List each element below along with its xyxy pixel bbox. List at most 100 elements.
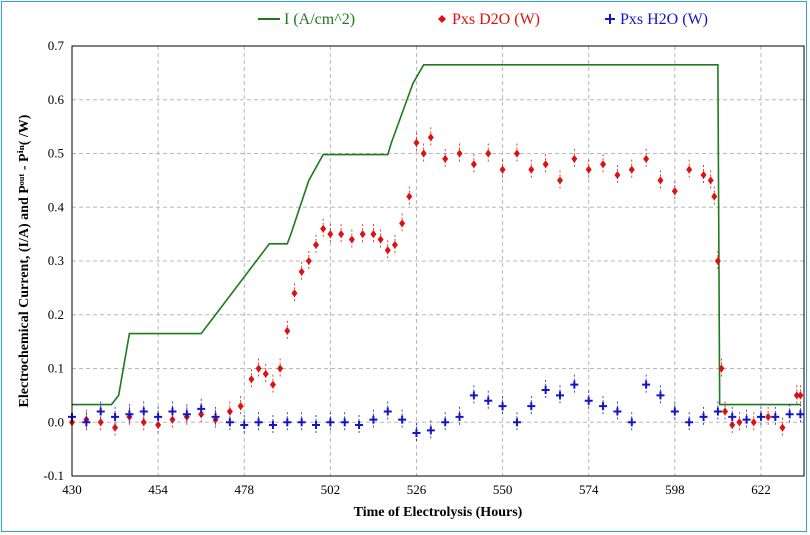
data-point xyxy=(656,391,665,400)
data-point xyxy=(305,257,312,265)
data-point xyxy=(556,391,564,400)
data-point xyxy=(628,165,635,174)
data-point xyxy=(384,246,391,255)
data-point xyxy=(484,396,493,405)
data-point xyxy=(686,165,693,174)
data-point xyxy=(441,418,450,427)
data-point xyxy=(796,410,805,419)
data-point xyxy=(779,423,786,432)
y-tick-label: 0.5 xyxy=(48,146,64,161)
y-tick-label: 0.1 xyxy=(48,361,64,376)
data-point xyxy=(82,418,91,427)
data-point xyxy=(585,165,592,174)
data-point xyxy=(125,410,134,419)
data-point xyxy=(671,187,678,196)
tick-labels: 430 454 478 502 526 550 574 598 622 -0.1 0.0 0.1 0.2… xyxy=(43,38,770,497)
data-point xyxy=(570,380,579,389)
data-point xyxy=(557,176,563,185)
x-tick-label: 598 xyxy=(665,482,685,497)
legend-swatch xyxy=(438,15,446,23)
x-tick-label: 478 xyxy=(234,482,254,497)
data-point xyxy=(155,420,162,429)
data-point xyxy=(420,149,427,158)
data-point xyxy=(470,160,477,169)
data-point xyxy=(225,418,234,427)
data-point xyxy=(97,418,104,427)
data-point xyxy=(370,230,377,239)
data-point xyxy=(584,396,593,405)
data-point xyxy=(793,391,800,400)
data-point xyxy=(313,240,319,249)
y-tick-label: 0.6 xyxy=(48,92,65,107)
data-point xyxy=(169,415,176,424)
y-tick-label: 0.2 xyxy=(48,307,64,322)
data-point xyxy=(348,235,355,244)
data-point xyxy=(736,418,743,427)
data-point xyxy=(211,412,220,421)
y-tick-label: 0.0 xyxy=(48,414,64,429)
y-tick-label: 0.4 xyxy=(48,199,65,214)
y-tick-label: -0.1 xyxy=(43,468,64,483)
y-tick-label: 0.3 xyxy=(48,253,64,268)
data-point xyxy=(527,402,536,411)
data-point xyxy=(722,407,729,416)
data-point xyxy=(571,154,578,163)
data-point xyxy=(226,407,233,416)
series-3 xyxy=(68,374,805,443)
data-point xyxy=(111,412,120,421)
data-point xyxy=(413,138,420,147)
legend-label: Pxs D2O (W) xyxy=(452,11,540,28)
data-point xyxy=(398,415,407,424)
x-axis-label: Time of Electrolysis (Hours) xyxy=(354,505,523,520)
data-point xyxy=(426,426,435,435)
data-point xyxy=(291,289,298,298)
data-point xyxy=(442,154,449,163)
data-point xyxy=(729,420,736,429)
data-point xyxy=(718,364,725,373)
data-point xyxy=(168,407,177,416)
data-point xyxy=(750,418,757,427)
data-point xyxy=(277,364,284,373)
data-point xyxy=(657,176,664,185)
data-point xyxy=(541,386,550,394)
data-point xyxy=(297,418,306,427)
data-point xyxy=(613,407,622,416)
data-point xyxy=(700,171,707,179)
data-point xyxy=(326,418,335,427)
data-point xyxy=(237,402,244,411)
legend-label: Pxs H2O (W) xyxy=(620,11,708,28)
data-point xyxy=(427,133,434,142)
data-point xyxy=(600,160,607,169)
data-point xyxy=(338,230,345,239)
data-point xyxy=(391,240,398,249)
series-layer xyxy=(68,64,805,443)
data-point xyxy=(255,364,262,373)
data-point xyxy=(327,230,334,239)
data-point xyxy=(359,230,366,239)
data-point xyxy=(771,412,780,421)
data-point xyxy=(455,412,464,421)
data-point xyxy=(96,407,105,416)
data-point xyxy=(254,418,263,427)
data-point xyxy=(182,410,191,419)
x-tick-label: 574 xyxy=(579,482,599,497)
data-point xyxy=(312,420,320,429)
data-point xyxy=(614,171,621,179)
data-point xyxy=(262,369,269,378)
data-point xyxy=(498,402,507,411)
data-point xyxy=(197,404,206,413)
data-point xyxy=(642,380,651,389)
data-point xyxy=(198,410,205,419)
series-1 xyxy=(72,64,801,406)
data-point xyxy=(283,418,292,427)
x-tick-label: 622 xyxy=(751,482,771,497)
plot-area-border xyxy=(71,45,805,477)
data-point xyxy=(248,375,255,384)
legend: I (A/cm^2) Pxs D2O (W) Pxs H2O (W) xyxy=(258,11,708,28)
data-point xyxy=(728,412,737,421)
data-point xyxy=(399,219,406,228)
data-point xyxy=(714,257,721,265)
data-point xyxy=(765,412,772,421)
data-point xyxy=(268,420,277,429)
